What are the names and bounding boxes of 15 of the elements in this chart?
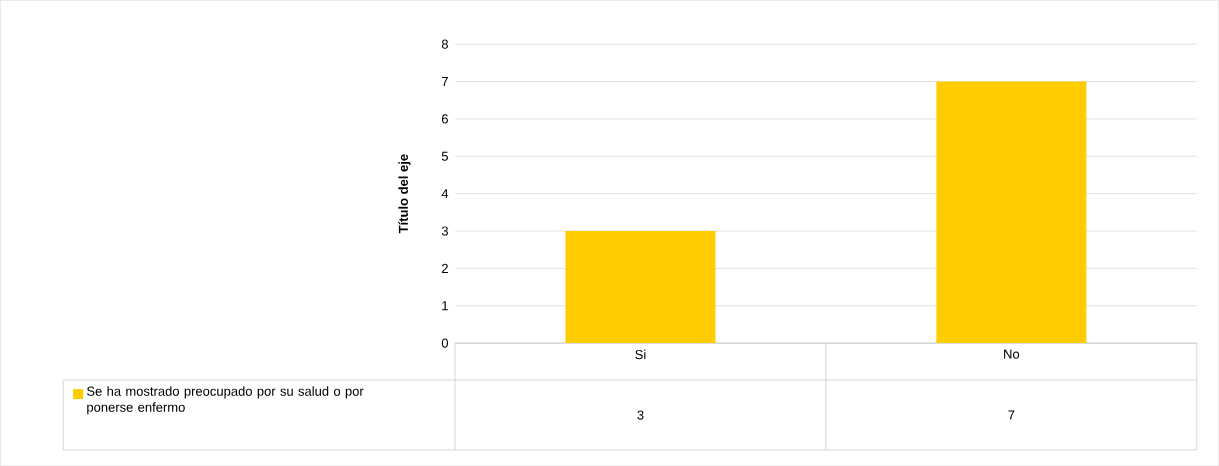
y-tick-label: 3: [441, 226, 448, 236]
x-tick-label: Si: [635, 349, 646, 360]
y-axis-title: Título del eje: [398, 154, 411, 234]
y-tick-label: 1: [442, 301, 448, 311]
y-tick-label: 8: [441, 39, 448, 49]
data-label: 3: [637, 410, 644, 420]
y-tick-label: 2: [441, 263, 448, 273]
y-tick-label: 5: [441, 151, 448, 161]
y-tick-label: 0: [441, 338, 449, 348]
y-tick-label: 6: [441, 114, 448, 124]
y-tick-label: 7: [441, 76, 448, 86]
data-label: 7: [1008, 410, 1015, 420]
legend-label: Se ha mostrado preocupado por su salud o por ponerse enfermo: [86, 386, 364, 415]
y-tick-label: 4: [441, 189, 449, 198]
x-tick-label: No: [1004, 349, 1020, 359]
